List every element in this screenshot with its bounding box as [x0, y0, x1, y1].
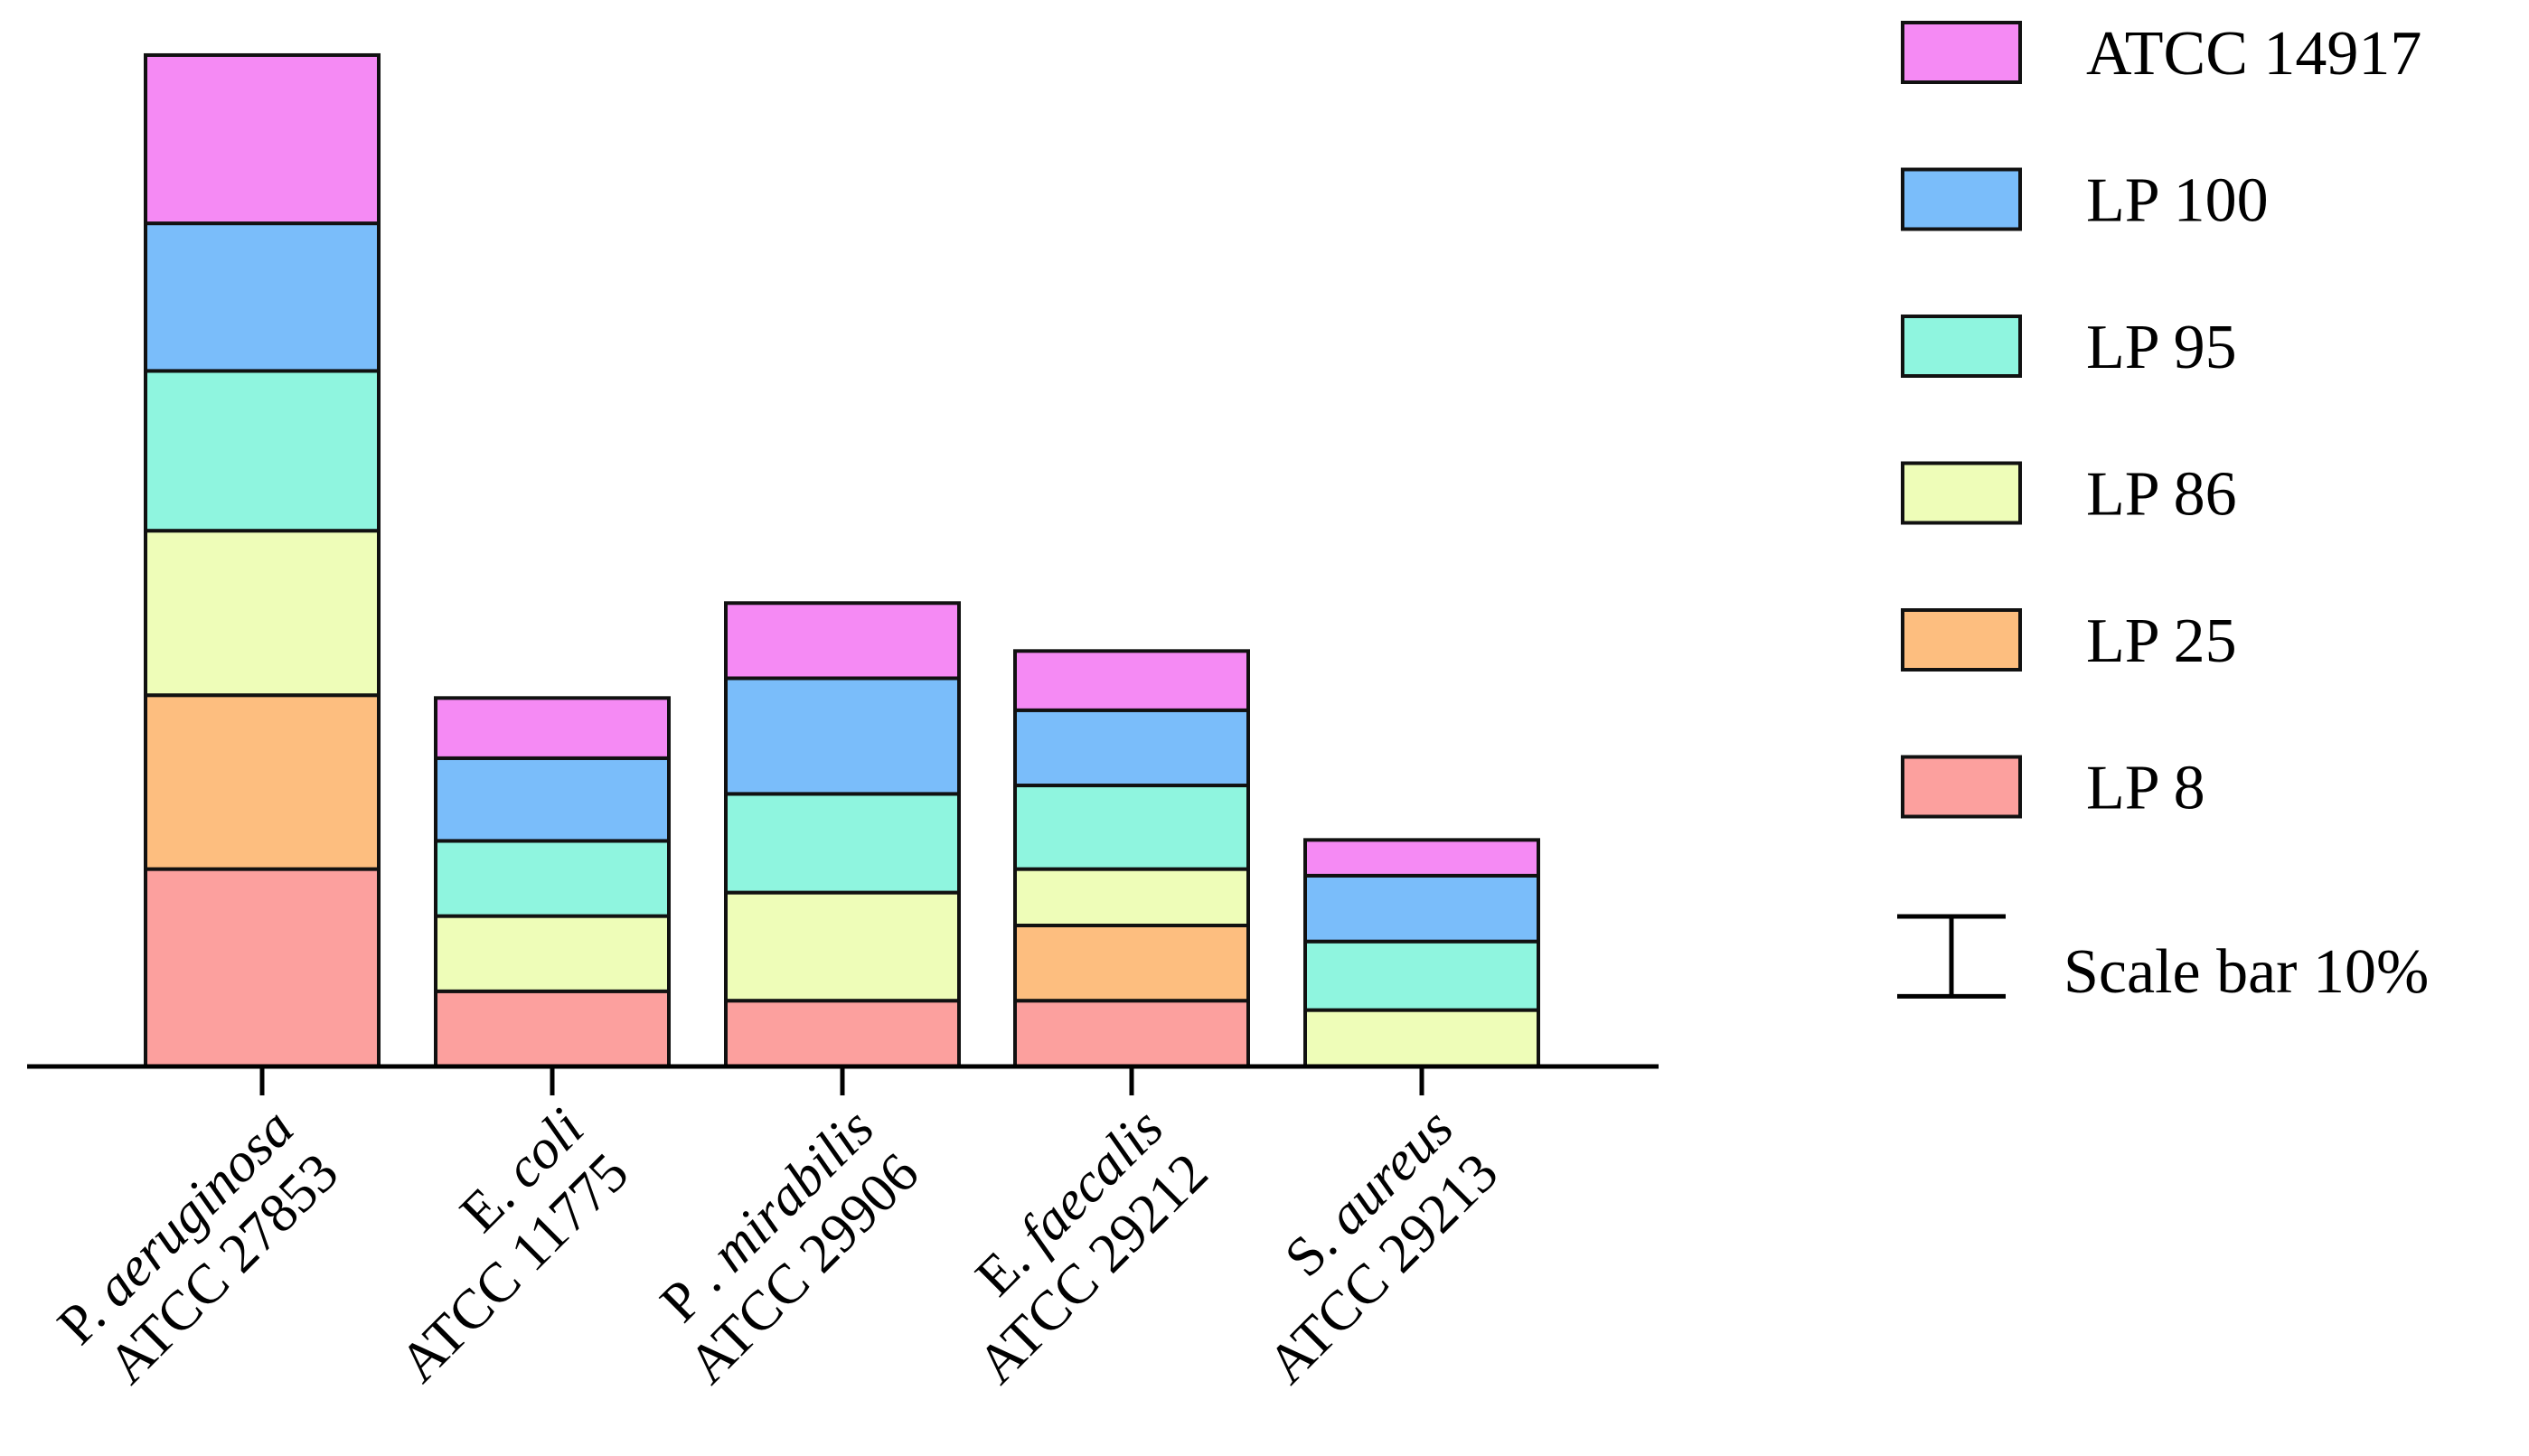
legend-label-3: LP 86 — [2086, 460, 2237, 530]
bar-segment-4-2 — [1303, 1008, 1540, 1068]
scale-bar-label: Scale bar 10% — [2064, 937, 2429, 1007]
legend-swatch-0 — [1901, 21, 2022, 84]
bar-segment-2-0 — [724, 999, 961, 1068]
legend-swatch-4 — [1901, 608, 2022, 672]
legend-swatch-1 — [1901, 167, 2022, 231]
bar-segment-0-5 — [144, 52, 381, 226]
bars-group — [144, 52, 1540, 1069]
legend-label-1: LP 100 — [2086, 166, 2269, 236]
bar-segment-1-2 — [434, 914, 671, 993]
bar-segment-0-1 — [144, 693, 381, 871]
bar-segment-0-2 — [144, 529, 381, 698]
x-tick-labels-group: P. aeruginosaATCC 27853 E. coliATCC 11775… — [46, 1097, 1509, 1401]
bar-segment-3-5 — [1013, 649, 1250, 712]
legend: ATCC 14917 LP 100 LP 95 LP 86 LP 25 LP 8 Scale… — [1897, 19, 2429, 1007]
legend-swatch-2 — [1901, 315, 2022, 378]
bar-segment-2-3 — [724, 792, 961, 895]
bar-segment-0-4 — [144, 221, 381, 373]
x-tick-label-0: P. aeruginosaATCC 27853 — [46, 1097, 350, 1401]
bar-segment-0-3 — [144, 369, 381, 533]
bar-segment-3-0 — [1013, 999, 1250, 1068]
x-ticks-group — [259, 1066, 1424, 1095]
bar-segment-2-5 — [724, 601, 961, 681]
bar-segment-4-4 — [1303, 873, 1540, 944]
legend-label-5: LP 8 — [2086, 754, 2205, 823]
legend-label-2: LP 95 — [2086, 313, 2237, 382]
bar-segment-1-0 — [434, 989, 671, 1069]
bar-segment-3-1 — [1013, 924, 1250, 1003]
bar-segment-0-0 — [144, 867, 381, 1068]
bar-segment-2-4 — [724, 676, 961, 796]
bar-segment-3-4 — [1013, 708, 1250, 788]
x-tick-label-3: E. faecalisATCC 29212 — [921, 1097, 1219, 1395]
bar-segment-2-2 — [724, 890, 961, 1003]
x-tick-label-4: S. aureusATCC 29213 — [1211, 1097, 1509, 1395]
legend-swatch-5 — [1901, 755, 2022, 819]
bar-segment-4-5 — [1303, 838, 1540, 878]
bar-segment-3-2 — [1013, 867, 1250, 927]
bar-segment-3-3 — [1013, 784, 1250, 871]
x-tick-label-1: E. coliATCC 11775 — [343, 1097, 641, 1395]
legend-label-0: ATCC 14917 — [2086, 19, 2421, 89]
bar-segment-1-5 — [434, 696, 671, 760]
legend-label-4: LP 25 — [2086, 606, 2237, 676]
bar-segment-1-4 — [434, 756, 671, 843]
x-tick-label-2: P . mirabilisATCC 29906 — [632, 1097, 930, 1395]
bar-segment-1-3 — [434, 839, 671, 918]
legend-swatch-3 — [1901, 461, 2022, 525]
bar-segment-4-3 — [1303, 939, 1540, 1012]
